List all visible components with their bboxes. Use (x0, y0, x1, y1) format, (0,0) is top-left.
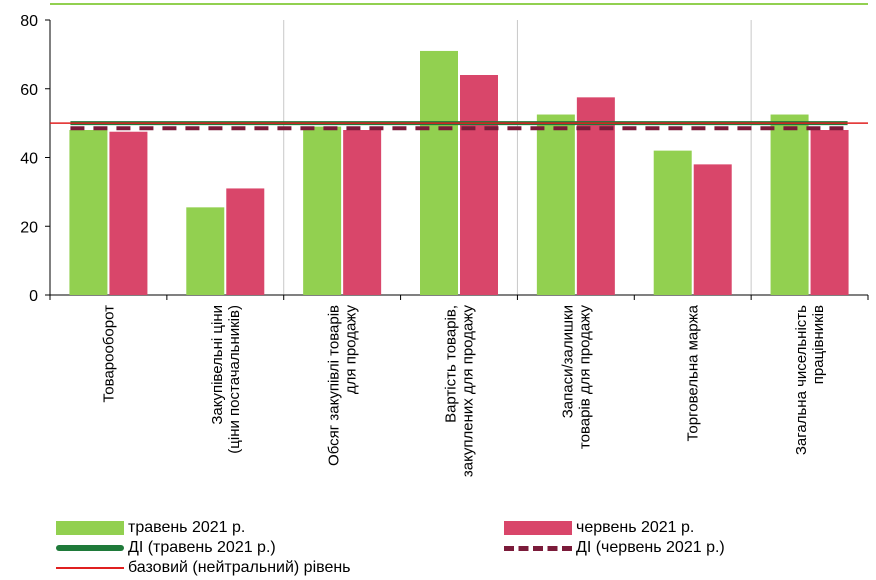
category-label-2-0: Обсяг закупівлі товарів (326, 305, 343, 466)
bar-series-1-5 (693, 164, 732, 295)
bar-series-0-6 (770, 114, 809, 295)
bar-series-1-2 (343, 130, 382, 295)
bar-series-0-2 (303, 126, 342, 295)
y-tick-label: 40 (20, 151, 38, 168)
legend: травень 2021 р. червень 2021 р. ДІ (трав… (0, 516, 876, 580)
legend-label-line-2: базовий (нейтральний) рівень (128, 559, 351, 576)
category-label-4-1: товарів для продажу (576, 305, 593, 450)
category-label-0-0: Товарооборот (100, 305, 117, 403)
bar-series-0-4 (536, 114, 575, 295)
legend-label-series-1: червень 2021 р. (576, 519, 695, 536)
category-label-5-0: Торговельна маржа (685, 304, 702, 441)
category-label-6-1: працівників (810, 305, 827, 384)
legend-item-series-0: травень 2021 р. (56, 518, 245, 538)
category-label-3-0: Вартість товарів, (443, 305, 460, 423)
legend-swatch-line-0 (56, 545, 124, 551)
legend-swatch-series-1 (504, 521, 572, 535)
legend-swatch-line-2 (56, 567, 124, 569)
category-label-1-0: Закупівельні ціни (209, 305, 226, 425)
chart: 0 20 40 60 80 Товарооборот Закупівельні ціни (ц… (20, 3, 869, 478)
y-tick-label: 60 (20, 82, 38, 99)
bar-series-1-4 (576, 97, 615, 295)
bar-series-0-1 (186, 207, 225, 295)
legend-item-line-0: ДІ (травень 2021 р.) (56, 538, 276, 558)
bar-series-1-3 (460, 75, 498, 295)
bar-series-1-1 (226, 188, 265, 295)
y-tick-label: 0 (29, 288, 38, 305)
legend-item-series-1: червень 2021 р. (504, 518, 694, 538)
legend-item-line-1: ДІ (червень 2021 р.) (504, 538, 725, 558)
legend-label-line-0: ДІ (травень 2021 р.) (128, 539, 276, 556)
category-label-4-0: Запаси/залишки (559, 305, 576, 418)
y-tick-label: 80 (20, 13, 38, 30)
legend-label-line-1: ДІ (червень 2021 р.) (576, 539, 725, 556)
bar-series-0-0 (69, 130, 108, 295)
bar-series-0-3 (420, 50, 458, 295)
legend-swatch-series-0 (56, 521, 124, 535)
bar-series-1-6 (810, 130, 849, 295)
legend-swatch-line-1 (504, 545, 572, 551)
category-label-6-0: Загальна чисельність (793, 305, 810, 455)
legend-label-series-0: травень 2021 р. (128, 519, 246, 536)
bar-series-0-5 (653, 150, 692, 295)
category-label-1-1: (ціни постачальників) (226, 305, 243, 454)
y-tick-label: 20 (20, 219, 38, 236)
category-label-2-1: для продажу (343, 305, 360, 395)
category-label-3-1: закуплених для продажу (460, 305, 477, 478)
bar-series-1-0 (109, 131, 148, 295)
legend-item-line-2: базовий (нейтральний) рівень (56, 558, 351, 578)
